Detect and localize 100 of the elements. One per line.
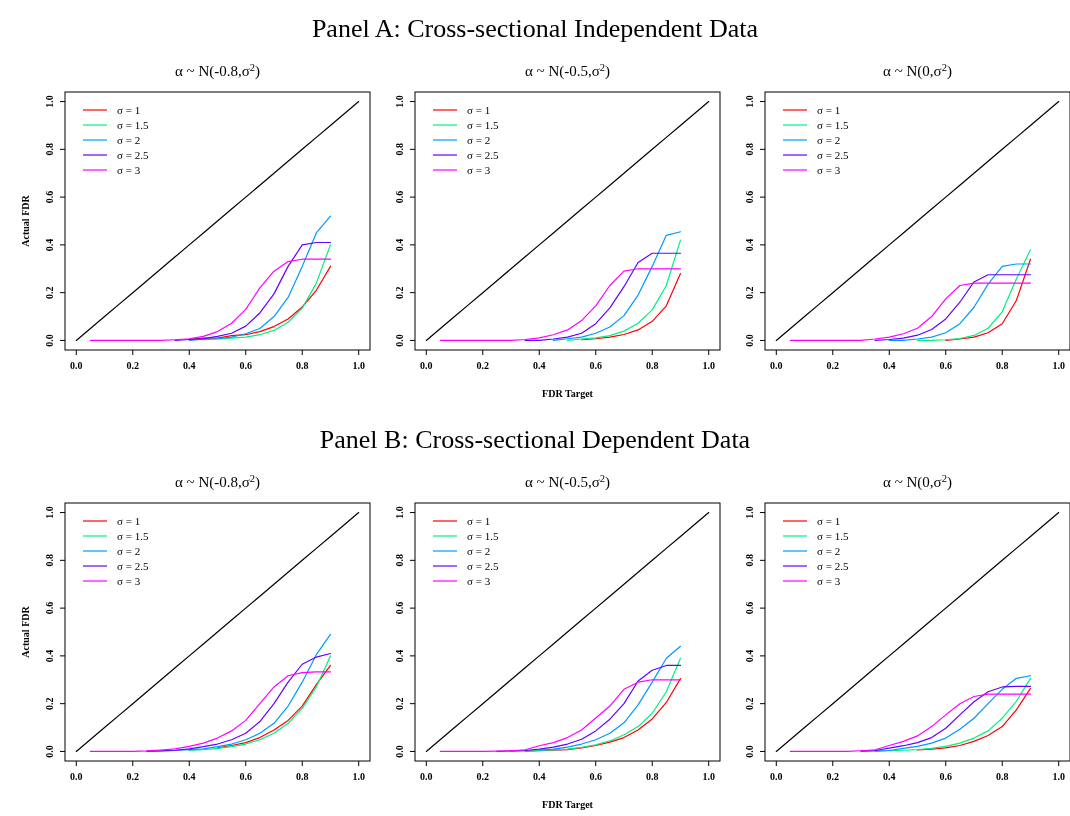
- y-tick-label: 0.6: [394, 601, 405, 615]
- chart-title: α ~ N(-0.8,σ$^{2}$): [174, 472, 261, 491]
- x-tick-label: 0.2: [826, 771, 840, 782]
- x-tick-label: 0.8: [995, 360, 1009, 371]
- chart-title: α ~ N(-0.8,σ$^{2}$): [174, 61, 261, 80]
- legend-label: σ = 1: [117, 515, 141, 527]
- legend-label: σ = 2.5: [467, 560, 499, 572]
- x-tick-label: 0.2: [476, 360, 490, 371]
- line-series: [89, 258, 332, 342]
- y-tick-label: 1.0: [44, 95, 55, 108]
- y-tick-label: 0.8: [394, 143, 405, 156]
- line-series: [75, 100, 360, 342]
- x-tick-label: 0.4: [533, 771, 546, 782]
- line-series: [439, 268, 682, 342]
- line-series: [188, 655, 332, 752]
- x-tick-label: 0.0: [420, 360, 433, 371]
- x-tick-label: 0.4: [183, 771, 196, 782]
- y-tick-label: 0.8: [744, 554, 755, 567]
- x-tick-label: 0.0: [70, 771, 83, 782]
- y-tick-label: 0.6: [394, 190, 405, 204]
- legend-label: σ = 2.5: [817, 560, 849, 572]
- legend-label: σ = 1.5: [117, 119, 149, 131]
- y-tick-label: 0.2: [44, 286, 55, 299]
- y-tick-label: 0.0: [744, 334, 755, 347]
- line-series: [439, 679, 682, 753]
- legend-label: σ = 1.5: [467, 530, 499, 542]
- x-tick-label: 0.2: [126, 771, 140, 782]
- legend-label: σ = 2: [117, 545, 141, 557]
- x-axis-title: FDR Target: [542, 799, 594, 810]
- line-series: [789, 693, 1032, 753]
- legend-label: σ = 1.5: [117, 530, 149, 542]
- y-tick-label: 0.2: [394, 697, 405, 710]
- legend-label: σ = 2.5: [467, 149, 499, 161]
- line-series: [775, 100, 1060, 342]
- line-series: [775, 511, 1060, 753]
- y-tick-label: 1.0: [744, 506, 755, 519]
- line-series: [174, 241, 332, 342]
- x-tick-label: 0.0: [770, 771, 783, 782]
- line-series: [216, 664, 332, 749]
- x-tick-label: 0.6: [239, 360, 252, 371]
- legend-label: σ = 2.5: [117, 149, 149, 161]
- chart-title: α ~ N(-0.5,σ$^{2}$): [524, 61, 611, 80]
- y-tick-label: 0.6: [744, 601, 755, 615]
- x-tick-label: 1.0: [702, 360, 715, 371]
- x-axis-title: FDR Target: [542, 388, 594, 399]
- y-tick-label: 0.2: [744, 697, 755, 710]
- y-tick-label: 0.4: [44, 649, 55, 663]
- y-axis-title: Actual FDR: [20, 605, 31, 658]
- y-tick-label: 0.8: [44, 143, 55, 156]
- y-tick-label: 0.8: [44, 554, 55, 567]
- y-tick-label: 0.0: [394, 745, 405, 758]
- legend-label: σ = 1: [467, 104, 491, 116]
- line-series: [789, 282, 1032, 342]
- x-tick-label: 0.0: [770, 360, 783, 371]
- line-series: [552, 231, 682, 342]
- line-series: [874, 274, 1032, 342]
- y-tick-label: 1.0: [744, 95, 755, 108]
- x-tick-label: 1.0: [352, 360, 365, 371]
- legend-label: σ = 2: [117, 134, 141, 146]
- y-tick-label: 0.4: [744, 238, 755, 252]
- legend-label: σ = 2: [817, 134, 841, 146]
- x-tick-label: 0.2: [826, 360, 840, 371]
- line-series: [888, 263, 1032, 342]
- legend-label: σ = 3: [817, 575, 841, 587]
- legend-label: σ = 1.5: [467, 119, 499, 131]
- x-tick-label: 0.8: [995, 771, 1009, 782]
- legend-label: σ = 3: [117, 164, 141, 176]
- chart-title: α ~ N(0,σ$^{2}$): [883, 61, 952, 80]
- x-tick-label: 0.0: [70, 360, 83, 371]
- x-tick-label: 1.0: [352, 771, 365, 782]
- y-tick-label: 0.6: [44, 601, 55, 615]
- line-series: [945, 258, 1032, 342]
- line-series: [425, 100, 710, 342]
- x-tick-label: 0.4: [883, 360, 896, 371]
- y-tick-label: 0.2: [394, 286, 405, 299]
- x-tick-label: 0.4: [883, 771, 896, 782]
- legend-label: σ = 1: [467, 515, 491, 527]
- legend-label: σ = 1: [117, 104, 141, 116]
- x-tick-label: 0.4: [533, 360, 546, 371]
- y-tick-label: 0.8: [394, 554, 405, 567]
- y-tick-label: 0.0: [394, 334, 405, 347]
- x-tick-label: 0.8: [645, 771, 659, 782]
- y-tick-label: 0.2: [44, 697, 55, 710]
- chart-title: α ~ N(-0.5,σ$^{2}$): [524, 472, 611, 491]
- line-series: [524, 252, 682, 342]
- text: Panel A: Cross-sectional Independent Data: [311, 14, 759, 43]
- legend-label: σ = 3: [817, 164, 841, 176]
- line-series: [916, 687, 1032, 751]
- line-series: [89, 671, 332, 753]
- x-tick-label: 1.0: [1052, 771, 1065, 782]
- y-axis-title: Actual FDR: [20, 194, 31, 247]
- line-series: [188, 215, 332, 342]
- legend-label: σ = 2.5: [117, 560, 149, 572]
- legend-label: σ = 3: [467, 164, 491, 176]
- x-tick-label: 0.8: [295, 771, 309, 782]
- line-series: [581, 272, 682, 341]
- x-tick-label: 0.8: [295, 360, 309, 371]
- x-tick-label: 1.0: [1052, 360, 1065, 371]
- y-tick-label: 0.4: [744, 649, 755, 663]
- chart-title: α ~ N(0,σ$^{2}$): [883, 472, 952, 491]
